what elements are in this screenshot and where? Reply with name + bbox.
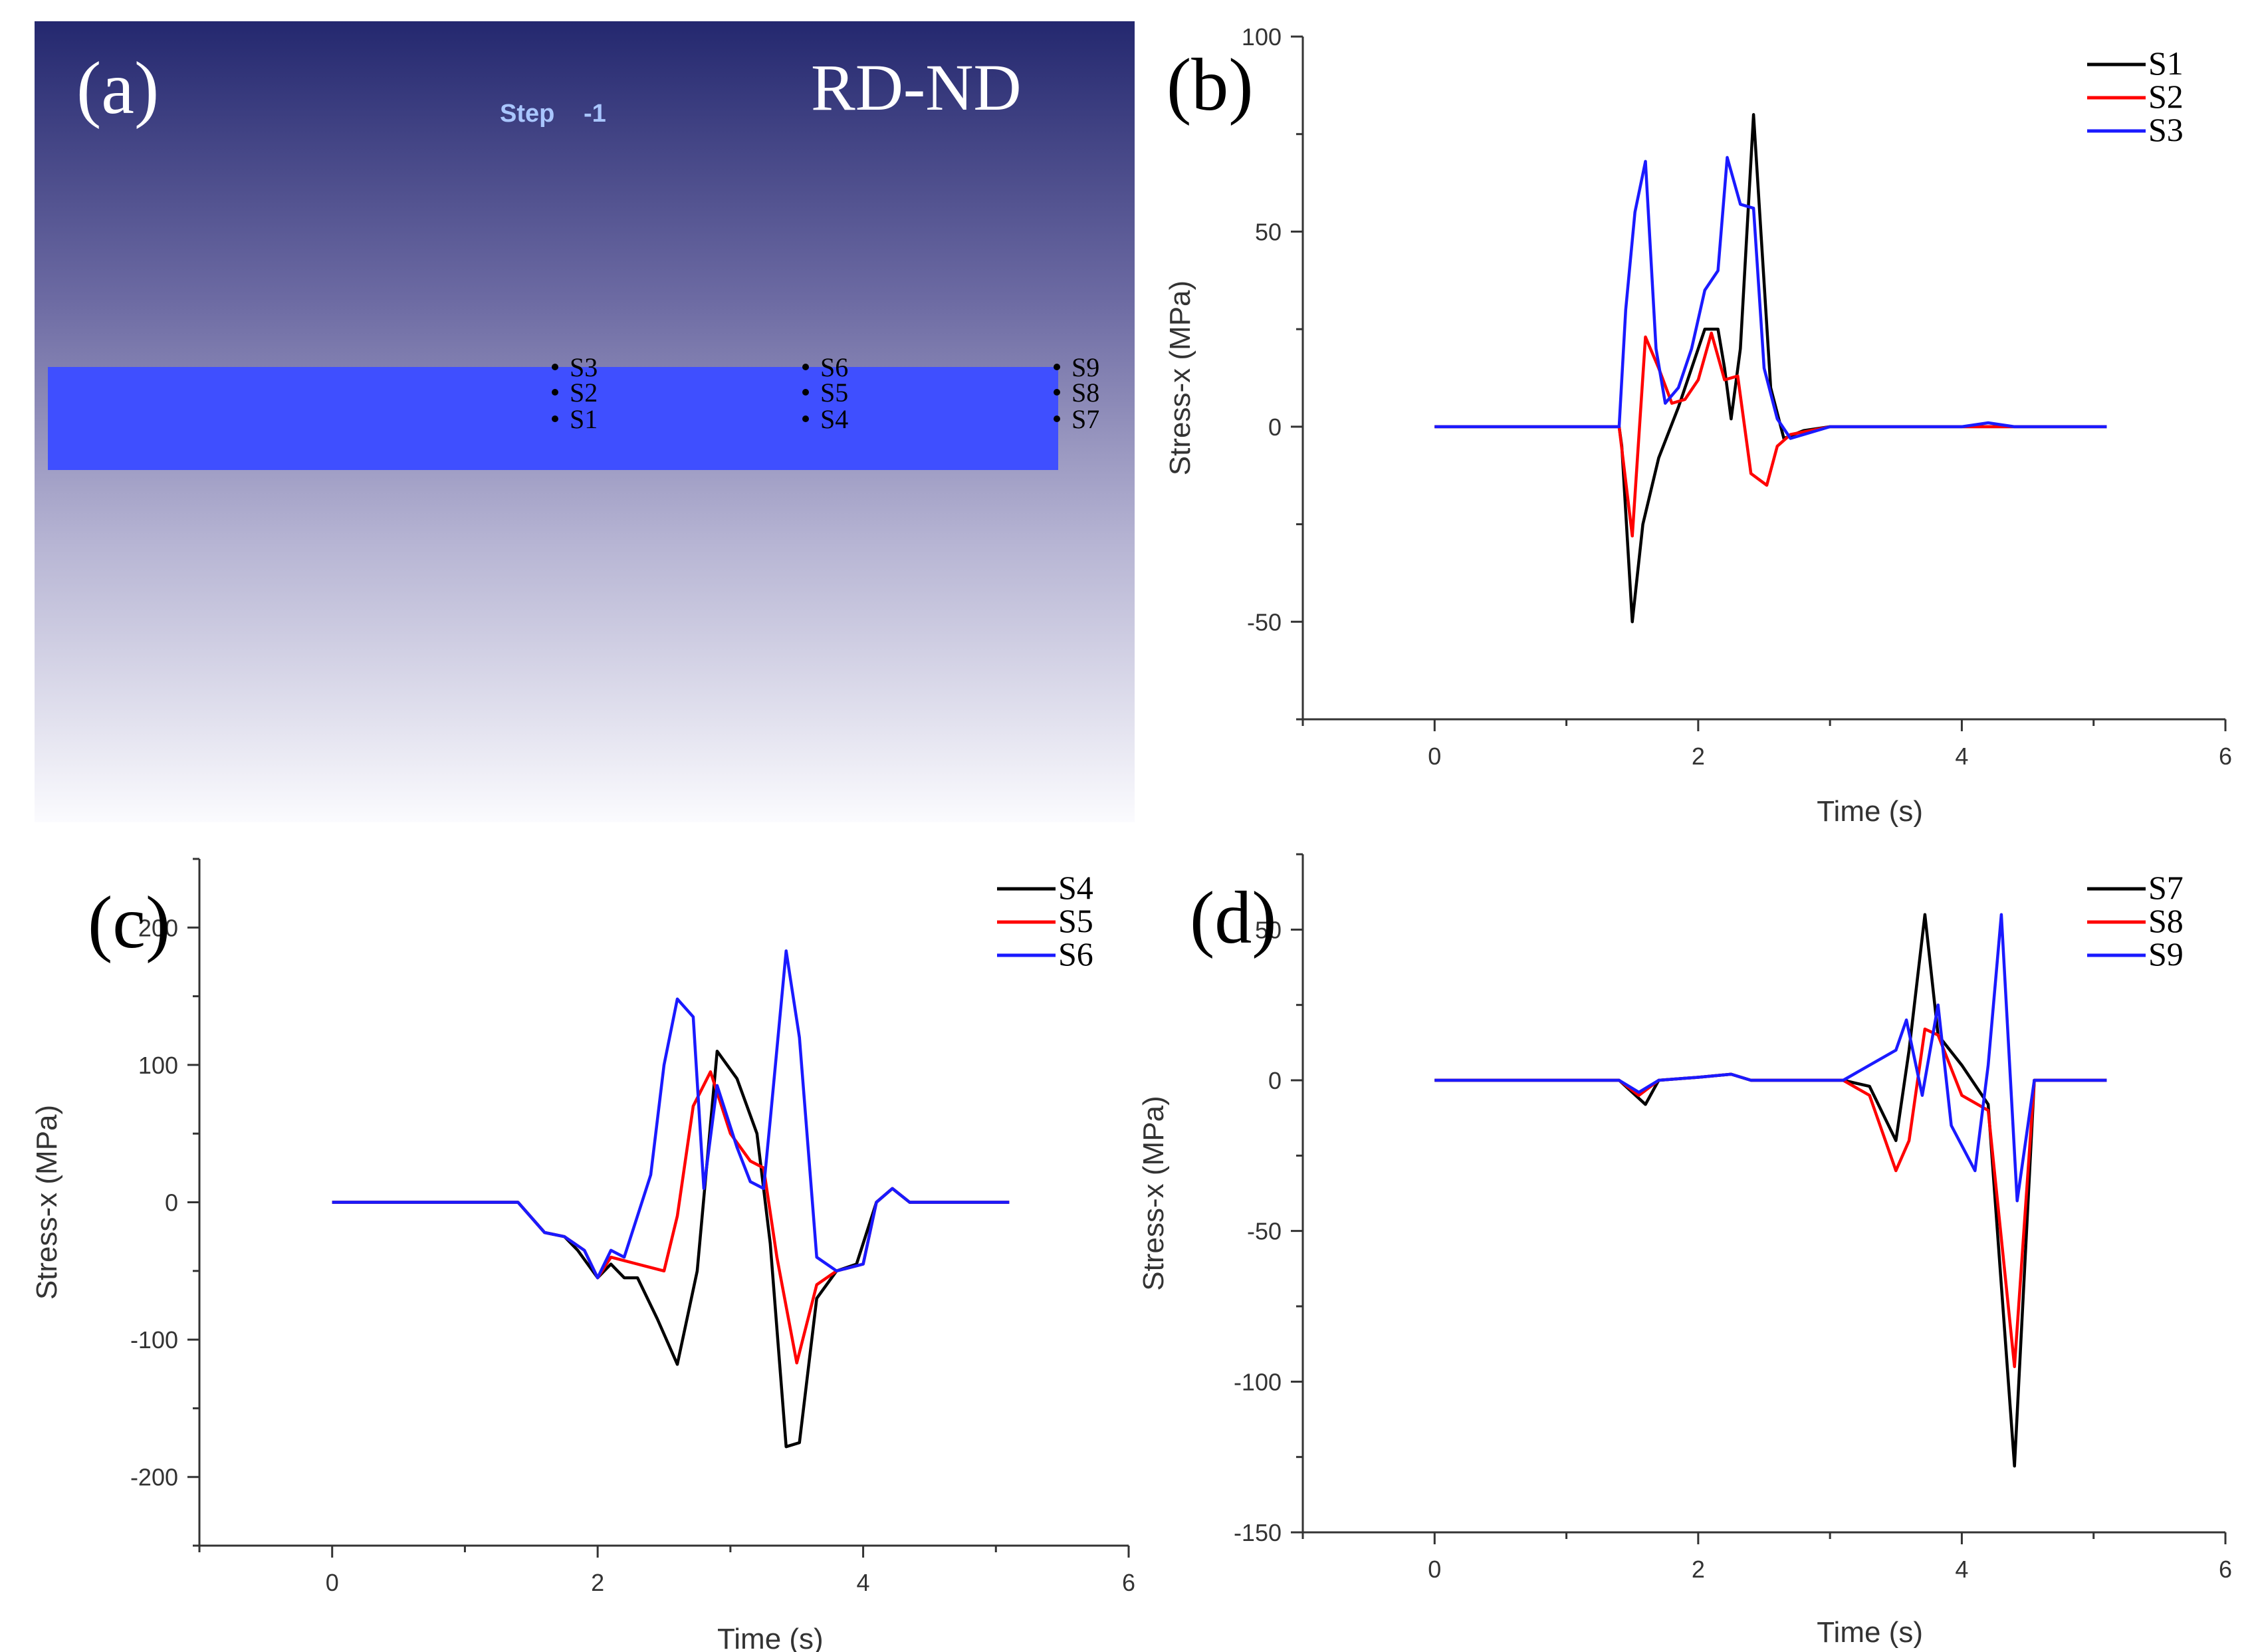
y-tick-label: -200 <box>130 1464 178 1491</box>
legend-label: S1 <box>2148 45 2184 82</box>
sensor-marker <box>1054 389 1060 396</box>
panel-label: (c) <box>88 882 170 964</box>
sensor-label: S4 <box>820 404 848 434</box>
y-tick-label: -100 <box>130 1326 178 1354</box>
y-axis-title: Stress-x (MPa) <box>31 1105 63 1300</box>
x-tick-label: 4 <box>1955 743 1968 770</box>
y-tick-label: 0 <box>1268 1067 1282 1094</box>
x-tick-label: 4 <box>1955 1556 1968 1583</box>
panel-a-label: (a) <box>76 47 159 130</box>
series-line-s5 <box>332 1070 1010 1365</box>
y-tick-label: 50 <box>1255 916 1282 943</box>
sensor-label: S1 <box>570 404 598 434</box>
sensor-label: S7 <box>1071 404 1099 434</box>
legend-label: S9 <box>2148 935 2184 973</box>
series-line-s2 <box>1434 331 2107 538</box>
sensor-label: S8 <box>1071 378 1099 408</box>
y-tick-label: 0 <box>165 1189 178 1217</box>
sensor-label: S6 <box>820 352 848 382</box>
x-tick-label: 6 <box>2219 743 2232 770</box>
legend-label: S8 <box>2148 902 2184 939</box>
y-tick-label: -100 <box>1234 1368 1282 1395</box>
x-tick-label: 6 <box>2219 1556 2232 1583</box>
series-line-s6 <box>332 949 1010 1280</box>
y-axis-title: Stress-x (MPa) <box>1164 281 1196 475</box>
x-tick-label: 0 <box>1428 1556 1441 1583</box>
y-tick-label: 200 <box>138 914 178 941</box>
series-line-s3 <box>1434 156 2107 440</box>
sensor-label: S5 <box>820 378 848 408</box>
x-tick-label: 2 <box>591 1569 604 1596</box>
sensor-marker <box>552 389 558 396</box>
sensor-marker <box>802 415 809 422</box>
y-axis-title: Stress-x (MPa) <box>1137 1096 1170 1290</box>
sensor-label: S9 <box>1071 352 1099 382</box>
sensor-marker <box>802 389 809 396</box>
legend-label: S7 <box>2148 869 2184 906</box>
view-orientation-label: RD-ND <box>811 51 1022 124</box>
x-axis-title: Time (s) <box>1817 1616 1923 1649</box>
x-tick-label: 0 <box>326 1569 339 1596</box>
sensor-label: S3 <box>570 352 598 382</box>
panel-c-chart: 0 2 4 6 -200 -100 0 100 200 Time (s) Stress-x (MPa… <box>31 858 1135 1652</box>
sensor-marker <box>1054 415 1060 422</box>
x-tick-label: 0 <box>1428 743 1441 770</box>
y-tick-label: 0 <box>1268 413 1282 441</box>
x-axis-title: Time (s) <box>717 1623 824 1652</box>
legend-label: S5 <box>1058 902 1093 939</box>
y-tick-label: 100 <box>138 1052 178 1079</box>
sensor-marker <box>552 415 558 422</box>
step-label: Step <box>500 100 554 128</box>
x-tick-label: 6 <box>1122 1569 1135 1596</box>
series-line-s1 <box>1434 113 2107 624</box>
legend-label: S6 <box>1058 935 1093 973</box>
y-tick-label: 50 <box>1255 218 1282 245</box>
y-tick-label: -50 <box>1247 1218 1282 1245</box>
x-axis-title: Time (s) <box>1817 795 1923 828</box>
x-tick-label: 2 <box>1692 1556 1705 1583</box>
sensor-marker <box>552 364 558 370</box>
sensor-marker <box>1054 364 1060 370</box>
step-value: -1 <box>584 100 606 128</box>
panel-b-chart: 0 2 4 6 -50 0 50 100 Time (s) Stress-x (MPa) S1S2S… <box>1164 23 2232 828</box>
panel-label: (b) <box>1167 44 1254 126</box>
legend-label: S4 <box>1058 869 1093 906</box>
x-tick-label: 4 <box>857 1569 870 1596</box>
panel-d-chart: 0 2 4 6 -150 -100 -50 0 50 Time (s) Stress-x (MPa)… <box>1137 853 2232 1649</box>
sensor-label: S2 <box>570 378 598 408</box>
sensor-marker <box>802 364 809 370</box>
x-tick-label: 2 <box>1692 743 1705 770</box>
y-tick-label: -150 <box>1234 1519 1282 1546</box>
series-line-s9 <box>1434 913 2107 1203</box>
panel-label: (d) <box>1190 877 1277 959</box>
y-tick-label: -50 <box>1247 608 1282 636</box>
legend-label: S3 <box>2148 111 2184 148</box>
y-tick-label: 100 <box>1242 23 1282 51</box>
legend-label: S2 <box>2148 78 2184 115</box>
